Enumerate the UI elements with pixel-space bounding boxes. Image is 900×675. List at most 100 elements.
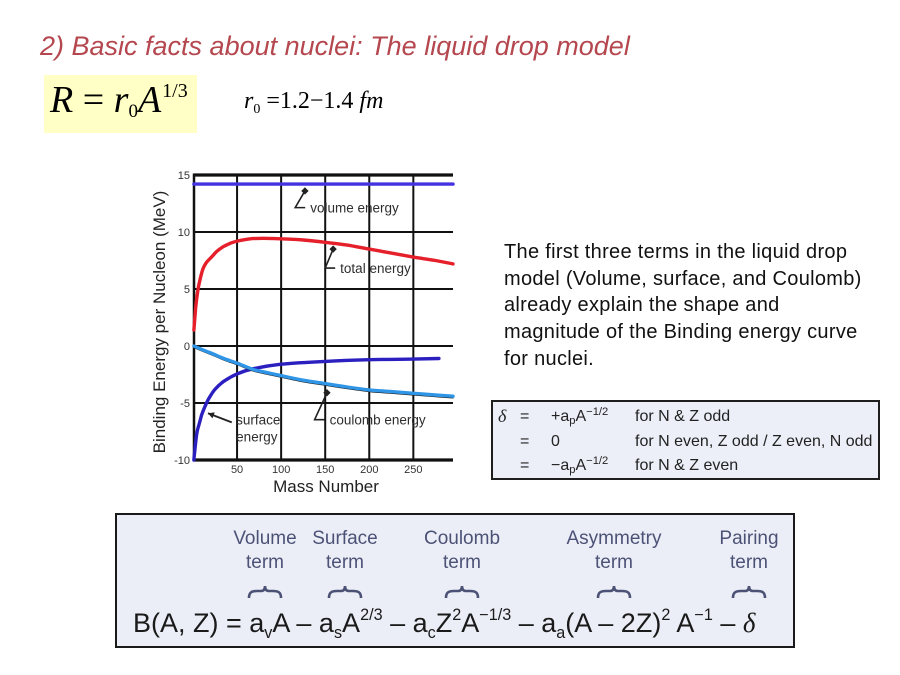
superscript: 2 xyxy=(452,606,462,625)
formula-segment: r0 xyxy=(244,88,261,117)
series-shadow-line xyxy=(194,346,454,399)
subscript: 0 xyxy=(253,102,261,117)
formula-symbol: +a xyxy=(551,408,570,425)
pairing-row: = −apA−1/2 for N & Z even xyxy=(493,453,878,478)
formula-segment: A – as xyxy=(272,608,342,641)
formula-segment: R xyxy=(50,79,73,121)
annotation-label: volume energy xyxy=(310,201,399,216)
term-name: Asymmetry xyxy=(566,528,662,549)
formula-symbol: fm xyxy=(359,88,384,114)
series-line-surface-energy xyxy=(192,356,441,462)
formula-symbol: A – a xyxy=(272,608,334,638)
y-tick-label: -5 xyxy=(180,398,190,410)
formula-segment: δ xyxy=(743,608,756,638)
superscript: −1/2 xyxy=(586,454,609,467)
formula-symbol: A xyxy=(670,608,695,638)
term-suffix: term xyxy=(730,552,768,573)
formula-symbol: – xyxy=(712,608,743,638)
x-axis-title: Mass Number xyxy=(273,477,379,496)
formula-symbol: A xyxy=(575,408,587,425)
formula-symbol: r xyxy=(113,79,129,121)
formula-symbol: (A – 2Z) xyxy=(565,608,662,638)
subscript: v xyxy=(264,623,273,642)
subscript: c xyxy=(427,623,436,642)
formula-segment: fm xyxy=(359,88,383,114)
arrowhead-icon xyxy=(207,412,215,419)
equals-sign: = xyxy=(520,457,530,474)
formula-segment: A−1 xyxy=(670,607,713,638)
pairing-term-box: δ = +apA−1/2 for N & Z odd = 0 for N eve… xyxy=(491,400,880,480)
formula-segment: Z2 xyxy=(435,606,462,638)
radius-formula-box: R = r0A1/3 xyxy=(44,75,197,133)
term-name: Coulomb xyxy=(423,528,501,549)
superscript: 1/3 xyxy=(162,80,188,102)
formula-segment: – xyxy=(713,608,743,638)
x-tick-label: 250 xyxy=(404,464,422,476)
series-line-coulomb-energy xyxy=(192,344,455,398)
description-line: model (Volume, surface, and Coulomb) xyxy=(504,267,862,290)
y-tick-label: 10 xyxy=(178,227,190,239)
formula-symbol: δ xyxy=(742,608,756,638)
x-tick-label: 150 xyxy=(316,464,334,476)
y-tick-label: 0 xyxy=(184,341,190,353)
formula-segment: A1/3 xyxy=(138,79,188,121)
superscript: 2 xyxy=(661,606,671,625)
formula-segment: A−1/2 xyxy=(575,405,609,425)
annotation-label: total energy xyxy=(340,261,411,276)
term-suffix: term xyxy=(442,552,481,573)
curly-brace-icon xyxy=(731,585,767,599)
term-name: Surface xyxy=(312,528,378,549)
description-text: The first three terms in the liquid drop… xyxy=(504,239,862,373)
term-label-volume: Volume term xyxy=(233,527,296,575)
term-label-asymmetry: Asymmetry term xyxy=(567,527,662,575)
formula-segment: – ac xyxy=(383,608,436,641)
radius-formula: R = r0A1/3 xyxy=(50,75,188,125)
series-line-total-energy xyxy=(192,236,455,332)
formula-segment: r0 xyxy=(114,79,138,121)
formula-symbol: A xyxy=(575,457,587,474)
formula-segment: A2/3 xyxy=(342,607,383,638)
pairing-row: δ = +apA−1/2 for N & Z odd xyxy=(493,404,878,429)
formula-symbol: A xyxy=(461,608,480,638)
y-tick-label: -10 xyxy=(174,455,190,467)
formula-symbol: = xyxy=(73,79,114,121)
term-name: Pairing xyxy=(719,528,779,549)
slide-title: 2) Basic facts about nuclei: The liquid … xyxy=(40,31,630,61)
formula-segment: 0 xyxy=(551,433,560,450)
description-line: for nuclei. xyxy=(504,347,595,370)
curly-brace-icon xyxy=(247,585,283,599)
formula-symbol: r xyxy=(244,88,254,114)
annotation-leader-line xyxy=(293,190,306,209)
y-tick-label: 5 xyxy=(184,284,190,296)
curly-brace-icon xyxy=(327,585,363,599)
annotation-label: energy xyxy=(236,430,278,445)
y-tick-label: 15 xyxy=(178,170,190,182)
formula-symbol: A xyxy=(137,79,162,121)
description-line: The first three terms in the liquid drop xyxy=(504,241,848,263)
formula-segment: B(A, Z) = av xyxy=(133,608,272,641)
annotation-leader-line xyxy=(323,248,336,269)
subscript: p xyxy=(569,464,576,477)
formula-segment: −ap xyxy=(551,457,576,477)
term-name: Volume xyxy=(233,528,297,549)
y-axis-title: Binding Energy per Nucleon (MeV) xyxy=(150,191,169,454)
pairing-condition: for N even, Z odd / Z even, N odd xyxy=(635,433,873,450)
x-tick-label: 50 xyxy=(231,464,243,476)
formula-symbol: – a xyxy=(511,608,557,638)
formula-symbol: R xyxy=(50,79,74,121)
formula-symbol: Z xyxy=(435,608,453,638)
superscript: −1/2 xyxy=(586,405,609,418)
formula-symbol: 0 xyxy=(551,433,560,450)
annotation-label: surface xyxy=(236,413,280,428)
annotation-leader-line xyxy=(313,392,328,421)
equals-sign: = xyxy=(520,408,530,425)
formula-segment: (A – 2Z)2 xyxy=(565,606,671,638)
curly-brace-icon xyxy=(596,585,632,599)
formula-symbol: =1.2−1.4 xyxy=(260,88,360,114)
pairing-row: = 0 for N even, Z odd / Z even, N odd xyxy=(493,429,878,454)
formula-segment: A−1/3 xyxy=(461,607,511,638)
curly-brace-icon xyxy=(444,585,480,599)
formula-segment: = xyxy=(73,79,113,121)
annotation-marker-icon xyxy=(301,187,309,195)
